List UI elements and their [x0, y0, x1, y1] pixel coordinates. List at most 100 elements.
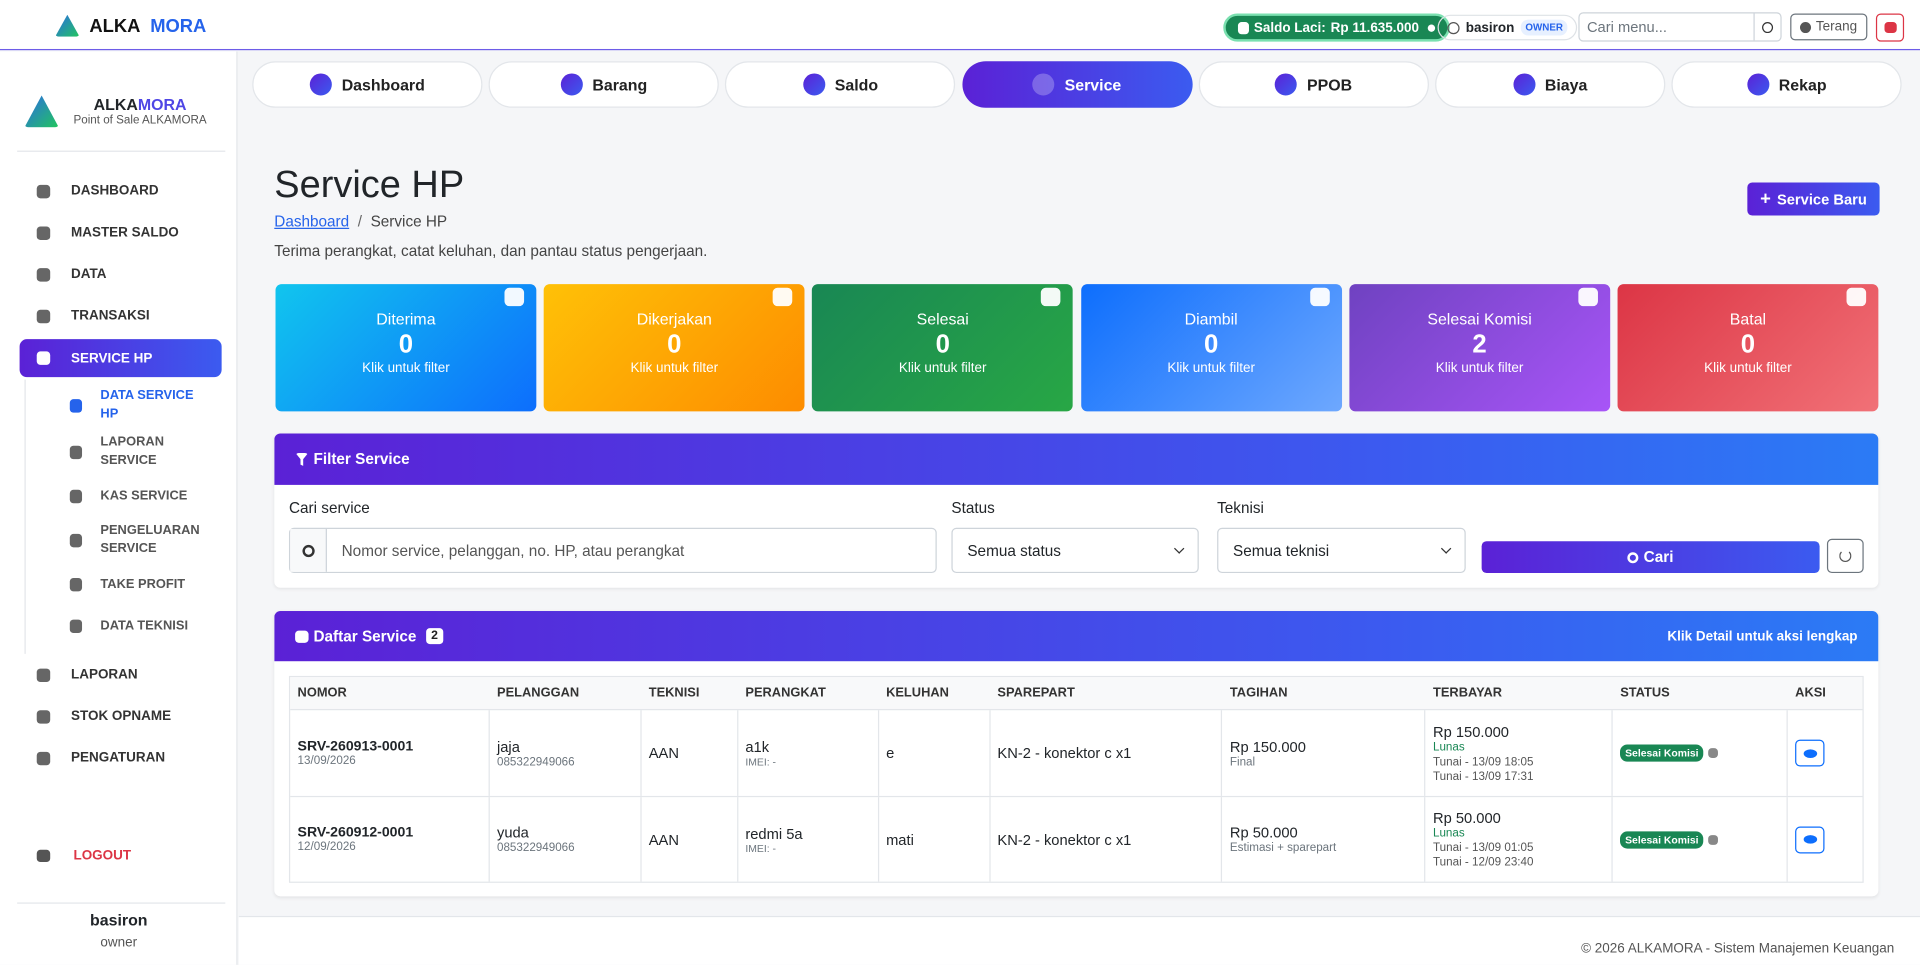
submenu-item[interactable]: PENGELUARAN SERVICE: [26, 517, 222, 564]
imei: IMEI: -: [745, 755, 777, 768]
payment: Tunai - 13/09 17:31: [1432, 769, 1534, 784]
icon: [1041, 287, 1061, 307]
menu-item[interactable]: SERVICE HP: [19, 339, 222, 378]
menu-item[interactable]: TRANSAKSI: [20, 295, 222, 337]
logout-button[interactable]: [1875, 13, 1905, 42]
status-label: Status: [951, 499, 995, 517]
search-input[interactable]: Nomor service, pelanggan, no. HP, atau p…: [288, 527, 937, 574]
nav-tab[interactable]: Biaya: [1435, 61, 1666, 108]
detail-button[interactable]: [1795, 825, 1825, 853]
complaint: e: [886, 744, 895, 762]
brand-text: ALKAMORA Point of Sale ALKAMORA: [73, 96, 206, 128]
panel-header: Filter Service: [274, 433, 1879, 485]
theme-toggle[interactable]: Terang: [1790, 13, 1867, 41]
stat-card[interactable]: Selesai 0 Klik untuk filter: [812, 284, 1074, 412]
icon: [1627, 551, 1639, 563]
stat-hint: Klik untuk filter: [362, 361, 450, 376]
nav-tab[interactable]: Saldo: [725, 61, 956, 108]
stat-value: 0: [667, 330, 682, 359]
stat-hint: Klik untuk filter: [1704, 361, 1792, 376]
breadcrumb-link[interactable]: Dashboard: [274, 213, 350, 231]
brand-a: ALKA: [93, 95, 138, 114]
search-button[interactable]: Cari: [1481, 541, 1820, 574]
icon: [309, 73, 332, 96]
status-dot: [1427, 23, 1435, 32]
menu-item[interactable]: DATA: [20, 253, 222, 295]
new-service-button[interactable]: + Service Baru: [1747, 182, 1880, 216]
stat-card[interactable]: Dikerjakan 0 Klik untuk filter: [543, 284, 805, 412]
user-chip[interactable]: basiron OWNER: [1437, 14, 1578, 41]
column-header: TERBAYAR: [1432, 685, 1503, 701]
nav-tab[interactable]: Dashboard: [252, 61, 483, 108]
stat-hint: Klik untuk filter: [1167, 361, 1255, 376]
menu-item[interactable]: MASTER SALDO: [20, 212, 222, 254]
bill-amount: Rp 150.000: [1229, 737, 1306, 755]
tab-label: Saldo: [834, 75, 879, 94]
menu-item[interactable]: STOK OPNAME: [20, 696, 222, 738]
search-button[interactable]: [1753, 13, 1780, 41]
cell-keluhan: e: [879, 710, 991, 796]
icon: [1309, 287, 1330, 307]
submenu-item[interactable]: DATA TEKNISI: [26, 605, 222, 647]
menu-item[interactable]: DASHBOARD: [20, 170, 222, 212]
icon: [504, 287, 525, 307]
button-label: Cari: [1643, 548, 1674, 566]
submenu-item[interactable]: TAKE PROFIT: [26, 563, 222, 605]
nav-tab[interactable]: PPOB: [1198, 61, 1429, 108]
brand-name: ALKAMORA: [73, 96, 206, 114]
menu-item[interactable]: LAPORAN: [20, 654, 222, 696]
search-placeholder: Cari menu...: [1586, 18, 1667, 36]
role-badge: OWNER: [1520, 19, 1568, 36]
menu-label: STOK OPNAME: [71, 708, 172, 724]
bill-note: Estimasi + sparepart: [1229, 841, 1337, 855]
imei: IMEI: -: [745, 841, 777, 855]
sidebar-brand: ALKAMORA Point of Sale ALKAMORA: [24, 95, 207, 128]
panel-title: Filter Service: [313, 450, 410, 468]
icon: [69, 533, 83, 547]
customer-name: yuda: [496, 824, 529, 842]
paid-status: Lunas: [1432, 740, 1465, 754]
saldo-label: Saldo Laci:: [1253, 20, 1326, 35]
nav-tab[interactable]: Service: [961, 61, 1193, 108]
search-label: Cari service: [288, 499, 370, 517]
payment: Tunai - 12/09 23:40: [1432, 855, 1534, 870]
nav-tab[interactable]: Barang: [488, 61, 720, 108]
submenu-item[interactable]: KAS SERVICE: [26, 475, 222, 517]
icon: [69, 398, 83, 413]
cell-nomor: SRV-260913-0001 13/09/2026: [290, 710, 490, 796]
panel-title: Daftar Service: [313, 627, 417, 645]
reset-button[interactable]: [1826, 538, 1864, 574]
page-title: Service HP: [274, 162, 465, 206]
stat-card[interactable]: Diambil 0 Klik untuk filter: [1080, 284, 1342, 412]
column-header: AKSI: [1795, 685, 1826, 701]
status-select[interactable]: Semua status: [951, 527, 1199, 574]
icon: [1032, 73, 1055, 96]
top-bar: ALKA MORA Saldo Laci: Rp 11.635.000 basiron O…: [0, 0, 1920, 51]
column-header: KELUHAN: [886, 685, 949, 701]
cell-tagihan: Rp 150.000 Final: [1223, 710, 1426, 796]
detail-button[interactable]: [1795, 739, 1825, 767]
menu-label: DASHBOARD: [71, 183, 159, 199]
teknisi-select[interactable]: Semua teknisi: [1217, 527, 1466, 574]
sidebar: ALKAMORA Point of Sale ALKAMORA DASHBOARD M…: [0, 51, 238, 965]
saldo-badge: Saldo Laci: Rp 11.635.000: [1223, 13, 1450, 42]
sidebar-role: owner: [100, 935, 138, 951]
menu-label: SERVICE HP: [71, 350, 153, 366]
menu-item[interactable]: PENGATURAN: [20, 737, 222, 779]
stat-card[interactable]: Batal 0 Klik untuk filter: [1617, 284, 1879, 412]
stat-card[interactable]: Selesai Komisi 2 Klik untuk filter: [1349, 284, 1610, 412]
logout-item[interactable]: LOGOUT: [36, 849, 131, 863]
icon: [1803, 748, 1817, 758]
icon: [1846, 287, 1867, 307]
submenu-item[interactable]: DATA SERVICE HP: [26, 382, 222, 429]
column-header: TEKNISI: [648, 685, 700, 701]
service-number: SRV-260912-0001: [297, 825, 414, 841]
stat-card[interactable]: Diterima 0 Klik untuk filter: [275, 284, 537, 412]
sparepart: KN-2 - konektor c x1: [997, 744, 1132, 762]
submenu-item[interactable]: LAPORAN SERVICE: [26, 429, 222, 476]
service-number: SRV-260913-0001: [297, 738, 414, 754]
icon: [36, 667, 51, 682]
menu-label: DATA: [71, 266, 107, 282]
nav-tab[interactable]: Rekap: [1671, 61, 1902, 108]
